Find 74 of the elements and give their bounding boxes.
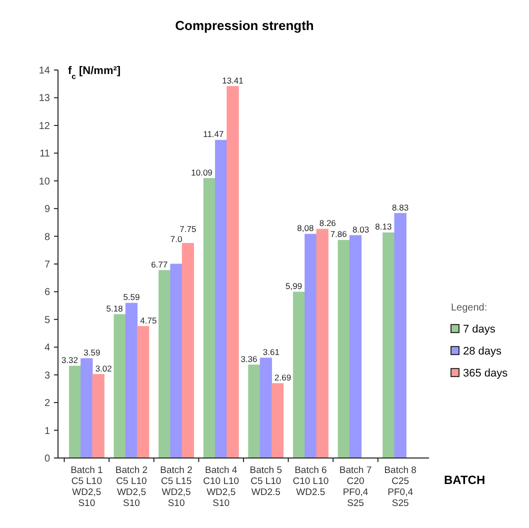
data-label: 8.03 [352, 224, 370, 234]
bar [158, 270, 171, 458]
data-label: 6.77 [151, 259, 168, 270]
bar [215, 140, 228, 458]
data-label: 8.26 [319, 218, 336, 228]
y-tick-label: 7 [44, 260, 50, 270]
bar [68, 366, 82, 458]
bar [80, 358, 93, 458]
data-label: 3.59 [84, 348, 100, 358]
y-tick-label: 1 [44, 426, 50, 437]
y-tick-label: 12 [38, 120, 50, 132]
x-tick-label: Batch 6 C10 L10 WD2.5 [292, 465, 329, 498]
y-tick-label: 3 [44, 370, 50, 382]
data-label: 2.69 [274, 372, 292, 382]
x-tick-label: Batch 7 C20 PF0,4 S25 [339, 465, 372, 509]
data-label: 4.75 [140, 315, 157, 326]
bar [92, 374, 104, 458]
data-label: 8.13 [375, 222, 392, 232]
x-tick-label: Batch 8 C25 PF0,4 S25 [384, 465, 416, 509]
legend-title: Legend: [451, 302, 488, 314]
bar [203, 178, 216, 458]
y-axis-title: f$_{c}$ [N/mm²] [68, 65, 121, 80]
y-tick-label: 8 [44, 232, 50, 243]
bar [137, 326, 150, 458]
bar [248, 364, 260, 458]
legend-label: 365 days [463, 368, 508, 380]
data-label: 8,08 [297, 223, 314, 234]
data-label: 3.61 [262, 346, 280, 357]
data-label: 5.18 [106, 303, 124, 314]
bar [182, 242, 194, 458]
data-label: 10.09 [191, 167, 213, 178]
bar [114, 314, 126, 458]
bar [125, 302, 138, 458]
bar [304, 234, 317, 458]
data-label: 3.32 [61, 354, 78, 365]
bar [349, 235, 362, 458]
data-label: 3.36 [240, 354, 258, 364]
data-label: 13.41 [222, 75, 244, 86]
y-tick-label: 2 [44, 398, 50, 410]
bar [226, 86, 239, 458]
x-tick-label: Batch 4 C10 L10 WD2,5 S10 [203, 465, 240, 509]
chart-title: Compression strength [175, 18, 314, 33]
bar [338, 240, 350, 458]
data-label: 5,99 [286, 280, 302, 291]
data-label: 7.0 [170, 234, 182, 244]
data-label: 3.02 [95, 363, 112, 374]
x-tick-label: Batch 2 C5 L10 WD2,5 S10 [115, 465, 148, 509]
x-tick-label: Batch 1 C5 L10 WD2,5 S10 [70, 465, 103, 509]
bar [170, 264, 182, 458]
y-tick-label: 10 [38, 176, 50, 188]
y-tick-label: 11 [40, 148, 50, 160]
x-tick-label: Batch 2 C5 L15 WD2,5 S10 [160, 465, 192, 509]
data-label: 8.83 [392, 202, 409, 212]
data-label: 7.75 [180, 224, 196, 234]
bar [394, 213, 406, 458]
y-tick-label: 0 [44, 454, 50, 464]
data-label: 7.86 [330, 229, 348, 240]
y-tick-label: 5 [44, 314, 50, 326]
y-tick-label: 9 [44, 204, 50, 216]
bar [316, 228, 328, 458]
data-label: 11.47 [203, 129, 224, 140]
x-axis-title: BATCH [444, 473, 486, 487]
y-tick-label: 14 [38, 66, 50, 76]
bar [382, 232, 395, 458]
legend-label: 7 days [463, 324, 496, 336]
y-tick-label: 4 [44, 342, 50, 354]
y-tick-label: 13 [38, 93, 50, 104]
legend-label: 28 days [463, 346, 502, 358]
x-tick-label: Batch 5 C5 L10 WD2.5 [250, 465, 282, 498]
bar [260, 358, 272, 458]
data-label: 5.59 [123, 292, 140, 302]
y-tick-label: 6 [44, 287, 50, 298]
bar [271, 383, 284, 458]
bar [292, 292, 306, 458]
